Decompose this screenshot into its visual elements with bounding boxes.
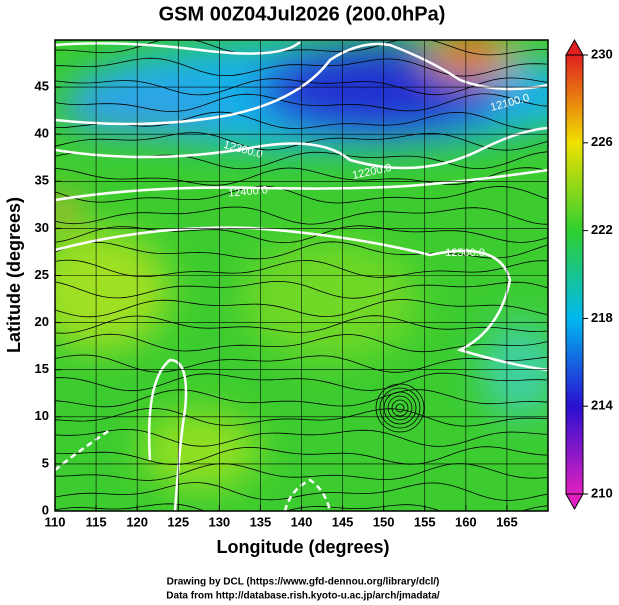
- y-tick-label: 15: [35, 361, 49, 376]
- title: GSM 00Z04Jul2026 (200.0hPa): [159, 3, 446, 25]
- x-tick-label: 115: [86, 514, 107, 529]
- streamline: [375, 383, 425, 433]
- x-tick-label: 110: [45, 514, 66, 529]
- colorbar-tick-label: 210: [591, 485, 613, 500]
- colorbar-tick-label: 218: [591, 310, 613, 325]
- colorbar: 210 214 218 222 226 230: [565, 38, 613, 511]
- footer-line: Data from http://database.rish.kyoto-u.a…: [166, 591, 440, 602]
- y-axis-label: Latitude (degrees): [4, 197, 24, 353]
- x-tick-label: 135: [250, 514, 272, 529]
- colorbar-min-arrow: [565, 493, 584, 511]
- streamline: [391, 399, 409, 417]
- y-tick-label: 25: [35, 267, 49, 282]
- colorbar-tick-label: 214: [591, 398, 613, 413]
- colorbar-tick-label: 230: [591, 46, 613, 61]
- x-tick-label: 130: [208, 514, 230, 529]
- x-tick-label: 125: [167, 514, 189, 529]
- x-tick-label: 165: [496, 514, 518, 529]
- x-tick-label: 120: [126, 514, 148, 529]
- contour-label: 12500.0: [445, 247, 485, 259]
- axes: 110 115 120 125 130 135 140 145 150 155 160 165 0 5 10…: [35, 79, 518, 530]
- streamline: [379, 387, 421, 429]
- y-tick-label: 20: [35, 314, 49, 329]
- streamline: [383, 391, 417, 425]
- y-tick-label: 0: [42, 502, 49, 517]
- y-tick-label: 35: [35, 173, 49, 188]
- colorbar-max-arrow: [565, 38, 584, 56]
- y-tick-label: 10: [35, 408, 49, 423]
- y-tick-label: 40: [35, 126, 49, 141]
- streamline: [395, 403, 405, 413]
- colorbar-body: [565, 54, 584, 495]
- contour-label: 12400.0: [228, 184, 269, 199]
- grid: [55, 40, 548, 511]
- footer-line: Drawing by DCL (https://www.gfd-dennou.o…: [167, 577, 440, 588]
- streamline: [387, 395, 413, 421]
- x-tick-label: 140: [291, 514, 313, 529]
- x-axis-label: Longitude (degrees): [216, 537, 389, 557]
- y-tick-label: 5: [42, 455, 49, 470]
- y-tick-label: 30: [35, 220, 49, 235]
- x-tick-label: 145: [332, 514, 354, 529]
- x-tick-label: 160: [455, 514, 477, 529]
- x-tick-label: 155: [414, 514, 436, 529]
- colorbar-tick-label: 226: [591, 134, 613, 149]
- x-tick-label: 150: [373, 514, 395, 529]
- y-tick-label: 45: [35, 79, 49, 94]
- colorbar-tick-label: 222: [591, 222, 613, 237]
